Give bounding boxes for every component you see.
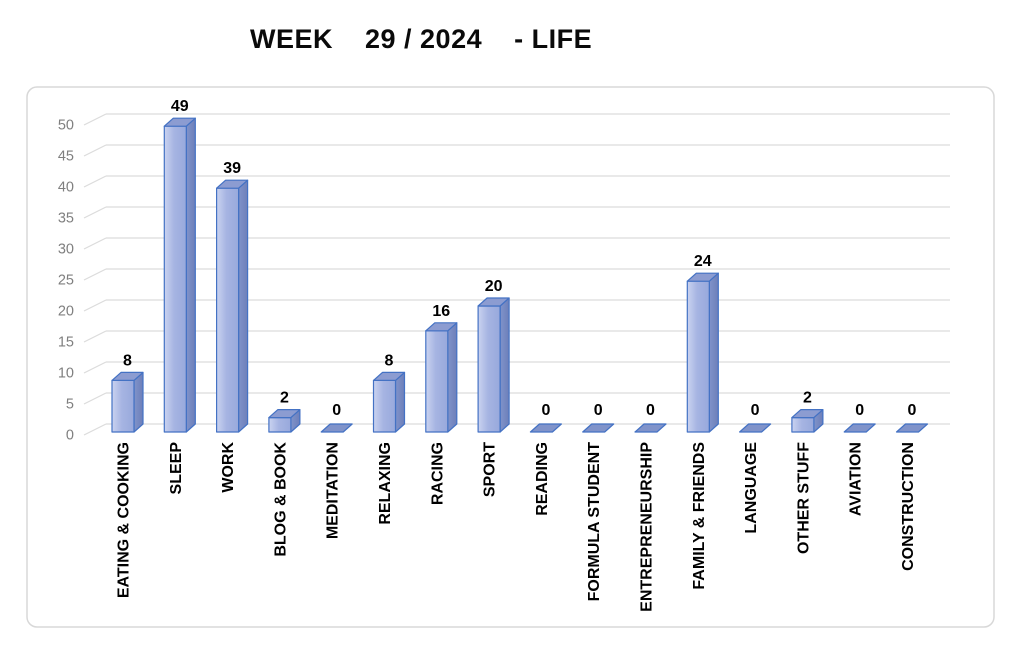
- bar-value-label: 20: [485, 278, 503, 295]
- bar-value-label: 8: [123, 352, 132, 369]
- x-axis-category-label: EATING & COOKING: [116, 442, 133, 598]
- bar-top-face: [425, 322, 458, 332]
- x-axis-category-label: SPORT: [482, 442, 499, 497]
- bar-front-face: [477, 305, 501, 433]
- x-axis-category-label: MEDITATION: [325, 442, 342, 539]
- gridline-tick: [83, 144, 107, 157]
- bar-value-label: 2: [803, 390, 812, 407]
- bar-value-label: 39: [223, 160, 241, 177]
- bar-side-face: [394, 371, 406, 433]
- bar-value-label: 24: [694, 253, 712, 270]
- bar-value-label: 0: [541, 402, 550, 419]
- x-axis-category-label: CONSTRUCTION: [900, 442, 917, 571]
- x-axis-category-label: AVIATION: [848, 442, 865, 516]
- bar-front-face: [425, 330, 449, 433]
- gridline-tick: [83, 392, 107, 405]
- x-axis-category-label: FORMULA STUDENT: [586, 442, 603, 602]
- bar-side-face: [238, 179, 249, 433]
- bar-zero-slab: [582, 423, 615, 433]
- x-axis-category-label: RACING: [429, 442, 446, 505]
- bar-zero-slab: [895, 423, 929, 433]
- bar-zero-slab: [739, 423, 772, 433]
- gridline-tick: [83, 299, 107, 312]
- bar-top-face: [686, 272, 719, 282]
- x-axis-category-label: WORK: [220, 442, 237, 493]
- gridline-tick: [83, 113, 107, 126]
- bar-value-label: 0: [594, 402, 603, 419]
- gridline-tick: [83, 330, 107, 343]
- bar-front-face: [686, 280, 710, 433]
- x-axis-category-label: OTHER STUFF: [795, 442, 812, 554]
- gridline-tick: [83, 175, 107, 188]
- bar-zero-slab: [634, 423, 667, 433]
- gridline-tick: [83, 423, 107, 436]
- y-axis-tick-label: 50: [58, 118, 74, 134]
- y-axis-tick-label: 30: [58, 242, 74, 258]
- bar-front-face: [791, 417, 815, 433]
- bar-top-face: [791, 409, 824, 419]
- x-axis-category-label: LANGUAGE: [743, 442, 760, 534]
- x-axis-category-label: SLEEP: [168, 442, 185, 495]
- bar-front-face: [111, 379, 135, 433]
- x-axis-category-label: BLOG & BOOK: [272, 442, 289, 557]
- bar-top-face: [372, 371, 406, 381]
- gridline-tick: [83, 206, 107, 219]
- bar-value-label: 0: [751, 402, 760, 419]
- plot-frame: [26, 86, 995, 628]
- y-axis-tick-label: 35: [58, 211, 74, 227]
- gridline-tick: [83, 268, 107, 281]
- y-axis-tick-label: 45: [58, 149, 74, 165]
- bar-front-face: [372, 379, 397, 433]
- bar-zero-slab: [529, 423, 562, 433]
- bar-side-face: [499, 297, 510, 433]
- bar-side-face: [133, 371, 144, 433]
- y-axis-tick-label: 20: [58, 304, 74, 320]
- bar-value-label: 8: [385, 352, 394, 369]
- bar-top-face: [268, 409, 301, 419]
- bar-value-label: 16: [432, 303, 450, 320]
- bar-side-face: [708, 272, 719, 433]
- y-axis-tick-label: 0: [66, 428, 74, 444]
- y-axis-tick-label: 25: [58, 273, 74, 289]
- bar-zero-slab: [320, 423, 353, 433]
- gridline-tick: [83, 361, 107, 374]
- bar-front-face: [268, 417, 292, 433]
- bar-value-label: 0: [646, 402, 655, 419]
- x-axis-category-label: READING: [534, 442, 551, 516]
- bar-value-label: 49: [171, 98, 189, 115]
- y-axis-tick-label: 15: [58, 335, 74, 351]
- bar-top-face: [477, 297, 510, 307]
- chart-title: WEEK 29 / 2024 - LIFE: [250, 24, 593, 54]
- x-axis-category-label: FAMILY & FRIENDS: [691, 442, 708, 590]
- bar-front-face: [163, 125, 187, 433]
- bar-top-face: [163, 117, 196, 127]
- x-axis-category-label: RELAXING: [377, 442, 394, 525]
- y-axis-tick-label: 40: [58, 180, 74, 196]
- bar-value-label: 0: [908, 402, 917, 419]
- bar-value-label: 2: [280, 390, 289, 407]
- bar-side-face: [185, 117, 196, 433]
- x-axis-category-label: ENTREPRENEURSHIP: [639, 442, 656, 612]
- gridline-tick: [83, 237, 107, 250]
- y-axis-tick-label: 10: [58, 366, 74, 382]
- y-axis-tick-label: 5: [66, 397, 74, 413]
- bar-zero-slab: [843, 423, 876, 433]
- bar-top-face: [216, 179, 249, 189]
- bar-top-face: [111, 371, 144, 381]
- bar-value-label: 0: [855, 402, 864, 419]
- bar-side-face: [447, 322, 458, 433]
- bar-value-label: 0: [332, 402, 341, 419]
- bar-front-face: [216, 187, 240, 433]
